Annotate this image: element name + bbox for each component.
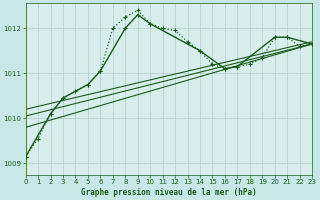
X-axis label: Graphe pression niveau de la mer (hPa): Graphe pression niveau de la mer (hPa)	[81, 188, 257, 197]
